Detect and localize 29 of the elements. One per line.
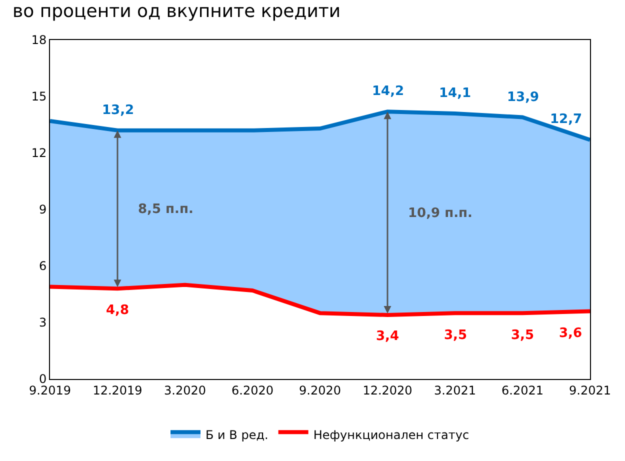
x-tick-label: 3.2021: [434, 383, 476, 398]
legend-label: Б и В ред.: [206, 428, 268, 442]
y-tick-label: 18: [31, 33, 47, 48]
y-tick-label: 15: [31, 90, 47, 104]
x-tick-label: 12.2019: [92, 383, 142, 398]
chart-title: во проценти од вкупните кредити: [12, 1, 341, 22]
data-label: 3,6: [559, 326, 582, 341]
y-tick-label: 12: [31, 146, 47, 160]
data-label: 3,4: [376, 329, 400, 344]
data-label: 13,9: [507, 90, 540, 105]
data-label: 3,5: [511, 328, 534, 343]
x-tick-label: 12.2020: [362, 383, 412, 398]
data-label: 14,1: [439, 86, 472, 101]
x-tick-label: 9.2020: [299, 383, 341, 398]
x-tick-label: 3.2020: [164, 383, 206, 398]
data-label: 12,7: [550, 112, 582, 127]
annotation: 8,5 п.п.: [138, 202, 194, 217]
data-label: 14,2: [372, 84, 404, 99]
y-tick-label: 6: [38, 259, 47, 274]
data-label: 13,2: [102, 103, 134, 118]
x-tick-label: 6.2021: [502, 383, 544, 398]
x-tick-label: 9.2021: [569, 383, 611, 398]
data-label: 4,8: [106, 303, 130, 318]
x-tick-label: 6.2020: [232, 383, 274, 398]
legend-label: Нефункционален статус: [313, 428, 470, 442]
annotation: 10,9 п.п.: [408, 206, 472, 221]
y-tick-label: 9: [38, 202, 47, 217]
data-label: 3,5: [444, 328, 468, 343]
y-tick-label: 3: [38, 316, 47, 330]
